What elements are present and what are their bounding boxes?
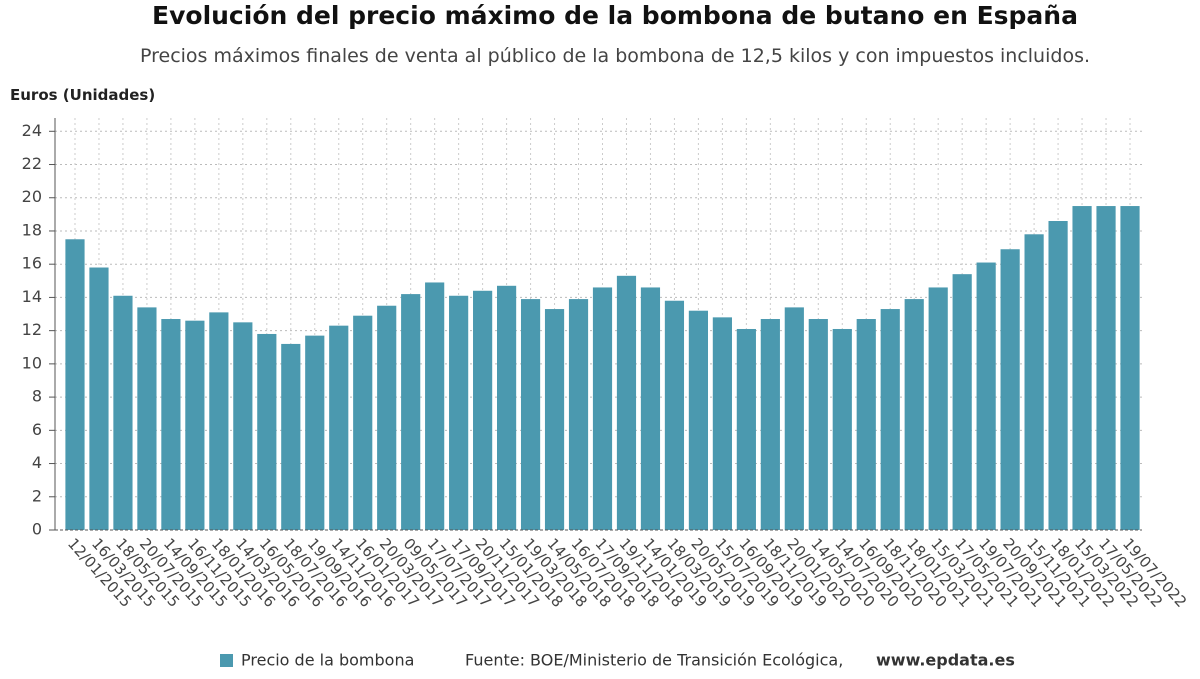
bar: [496, 285, 517, 530]
y-tick-label: 2: [32, 486, 42, 505]
y-tick-label: 16: [22, 254, 42, 273]
bar: [712, 317, 732, 530]
bar: [377, 305, 397, 530]
bar: [808, 319, 828, 530]
bar: [233, 322, 253, 530]
bar: [1000, 249, 1020, 530]
bar: [257, 333, 277, 530]
legend-swatch: [220, 654, 233, 667]
bar: [305, 335, 325, 530]
bar: [137, 307, 157, 530]
bar: [185, 320, 205, 530]
bar: [473, 290, 493, 530]
bar: [65, 239, 85, 530]
bar: [329, 325, 349, 530]
bar: [1024, 234, 1044, 530]
y-tick-label: 8: [32, 387, 42, 406]
bar: [449, 295, 469, 530]
y-tick-label: 4: [32, 453, 42, 472]
bar: [784, 307, 804, 530]
bar: [856, 319, 876, 530]
chart-subtitle: Precios máximos finales de venta al públ…: [140, 45, 1090, 67]
bar: [640, 287, 661, 530]
y-tick-label: 6: [32, 420, 42, 439]
bar: [1072, 206, 1092, 530]
y-tick-label: 14: [22, 287, 42, 306]
bar: [928, 287, 948, 530]
bar: [401, 294, 421, 530]
y-tick-label: 12: [22, 320, 42, 339]
bar: [1048, 221, 1068, 530]
bar: [952, 274, 972, 530]
legend-label: Precio de la bombona: [241, 651, 414, 670]
bar: [89, 267, 109, 530]
bar: [976, 262, 996, 530]
bar: [736, 328, 756, 530]
y-tick-label: 18: [22, 220, 42, 239]
bar: [161, 319, 181, 530]
bar: [281, 343, 301, 530]
y-tick-label: 10: [22, 353, 42, 372]
bar: [209, 312, 229, 530]
bar: [113, 295, 133, 530]
chart-title: Evolución del precio máximo de la bombon…: [152, 1, 1078, 30]
bar: [1120, 206, 1140, 530]
y-axis-label: Euros (Unidades): [10, 86, 155, 104]
y-tick-label: 22: [22, 154, 42, 173]
bar: [425, 282, 445, 530]
bar: [664, 300, 685, 530]
bar: [544, 309, 565, 530]
bar: [568, 299, 589, 530]
bar: [880, 309, 900, 530]
bar: [1096, 206, 1116, 530]
bar: [688, 310, 709, 530]
bar: [520, 299, 541, 530]
bar: [904, 299, 924, 530]
y-tick-label: 20: [22, 187, 42, 206]
bar: [832, 328, 852, 530]
bar: [353, 315, 373, 530]
y-tick-label: 24: [22, 121, 42, 140]
bar: [760, 319, 780, 530]
bar: [592, 287, 613, 530]
y-tick-label: 0: [32, 520, 42, 539]
source: Fuente: BOE/Ministerio de Transición Eco…: [465, 651, 843, 670]
bar: [616, 275, 637, 530]
source-site: www.epdata.es: [876, 651, 1015, 670]
